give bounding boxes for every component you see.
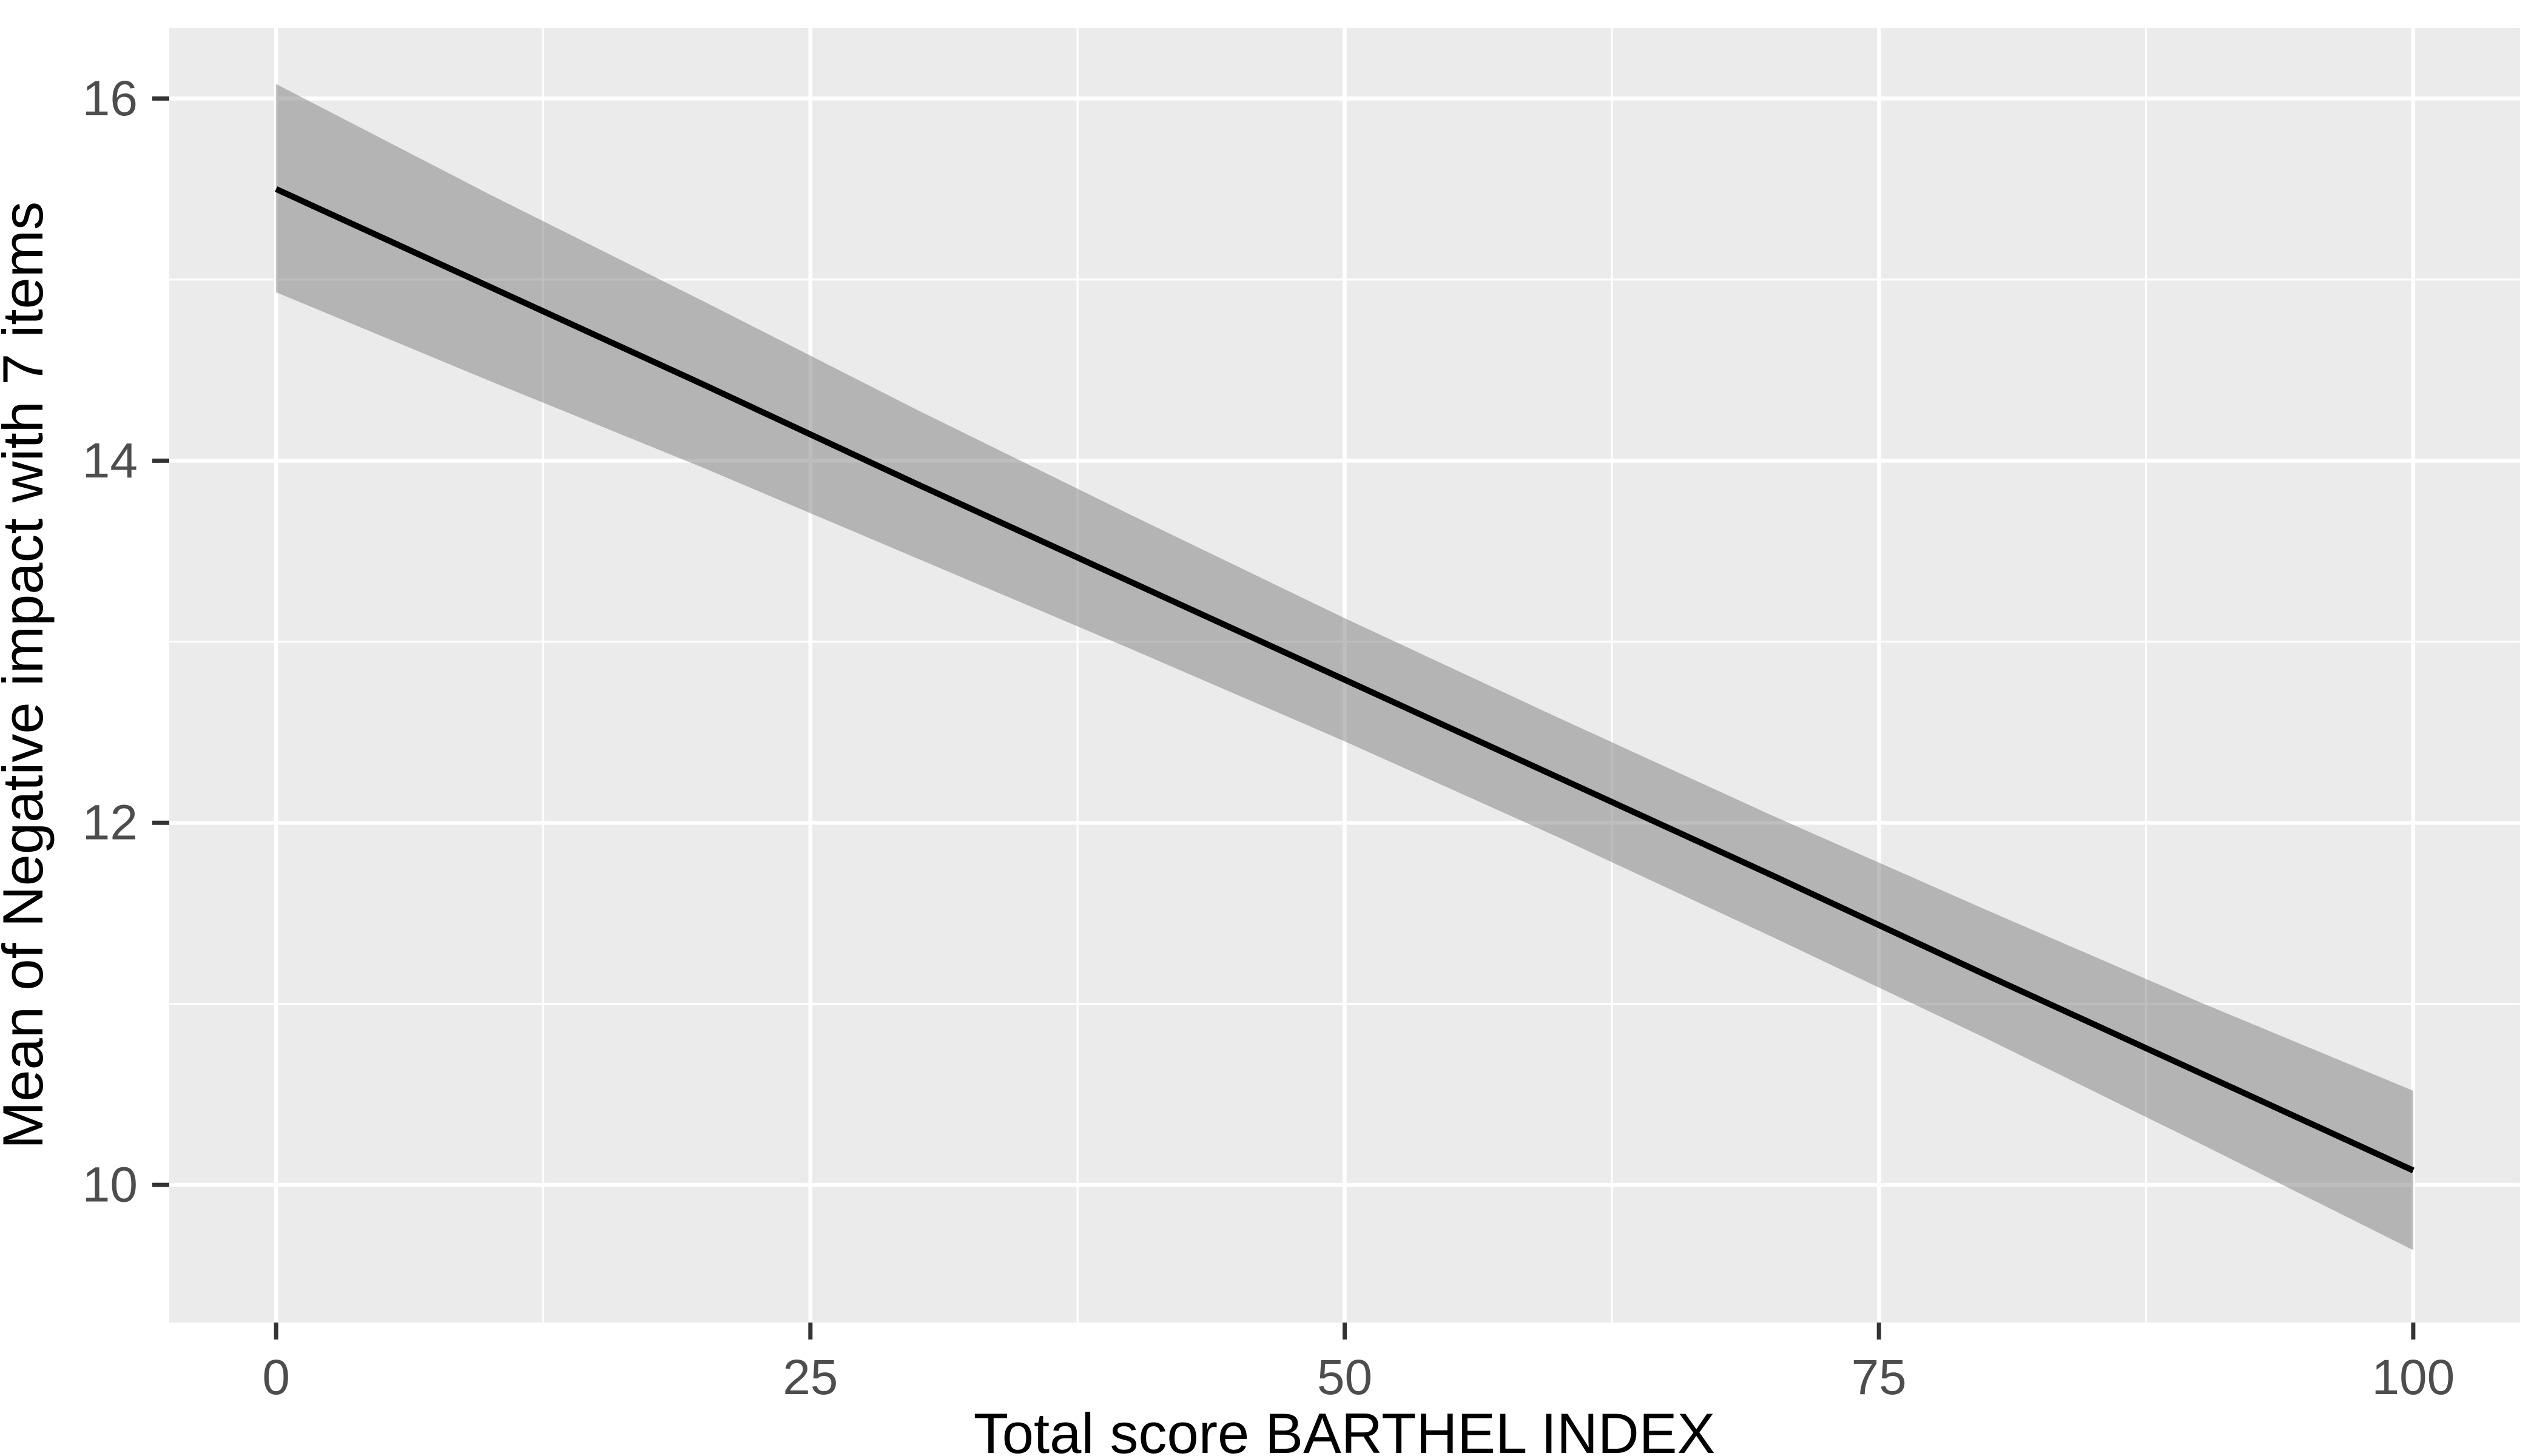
y-tick-label: 16 [83, 71, 138, 126]
x-tick-label: 50 [1317, 1350, 1372, 1405]
y-tick-label: 10 [83, 1158, 138, 1213]
x-tick-label: 25 [783, 1350, 838, 1405]
regression-line [275, 186, 2415, 1173]
x-tick-label: 75 [1852, 1350, 1907, 1405]
x-tick-label: 100 [2371, 1350, 2455, 1405]
y-axis-title-text: Mean of Negative impact with 7 items [0, 201, 55, 1150]
x-axis-title: Total score BARTHEL INDEX [0, 1405, 2548, 1456]
y-tick-label: 14 [83, 433, 138, 488]
x-tick-label: 0 [262, 1350, 290, 1405]
x-axis-title-text: Total score BARTHEL INDEX [973, 1401, 1716, 1456]
y-tick-label: 12 [83, 795, 138, 851]
confidence-ribbon [276, 84, 2413, 1250]
y-axis-title: Mean of Negative impact with 7 items [0, 0, 55, 1149]
